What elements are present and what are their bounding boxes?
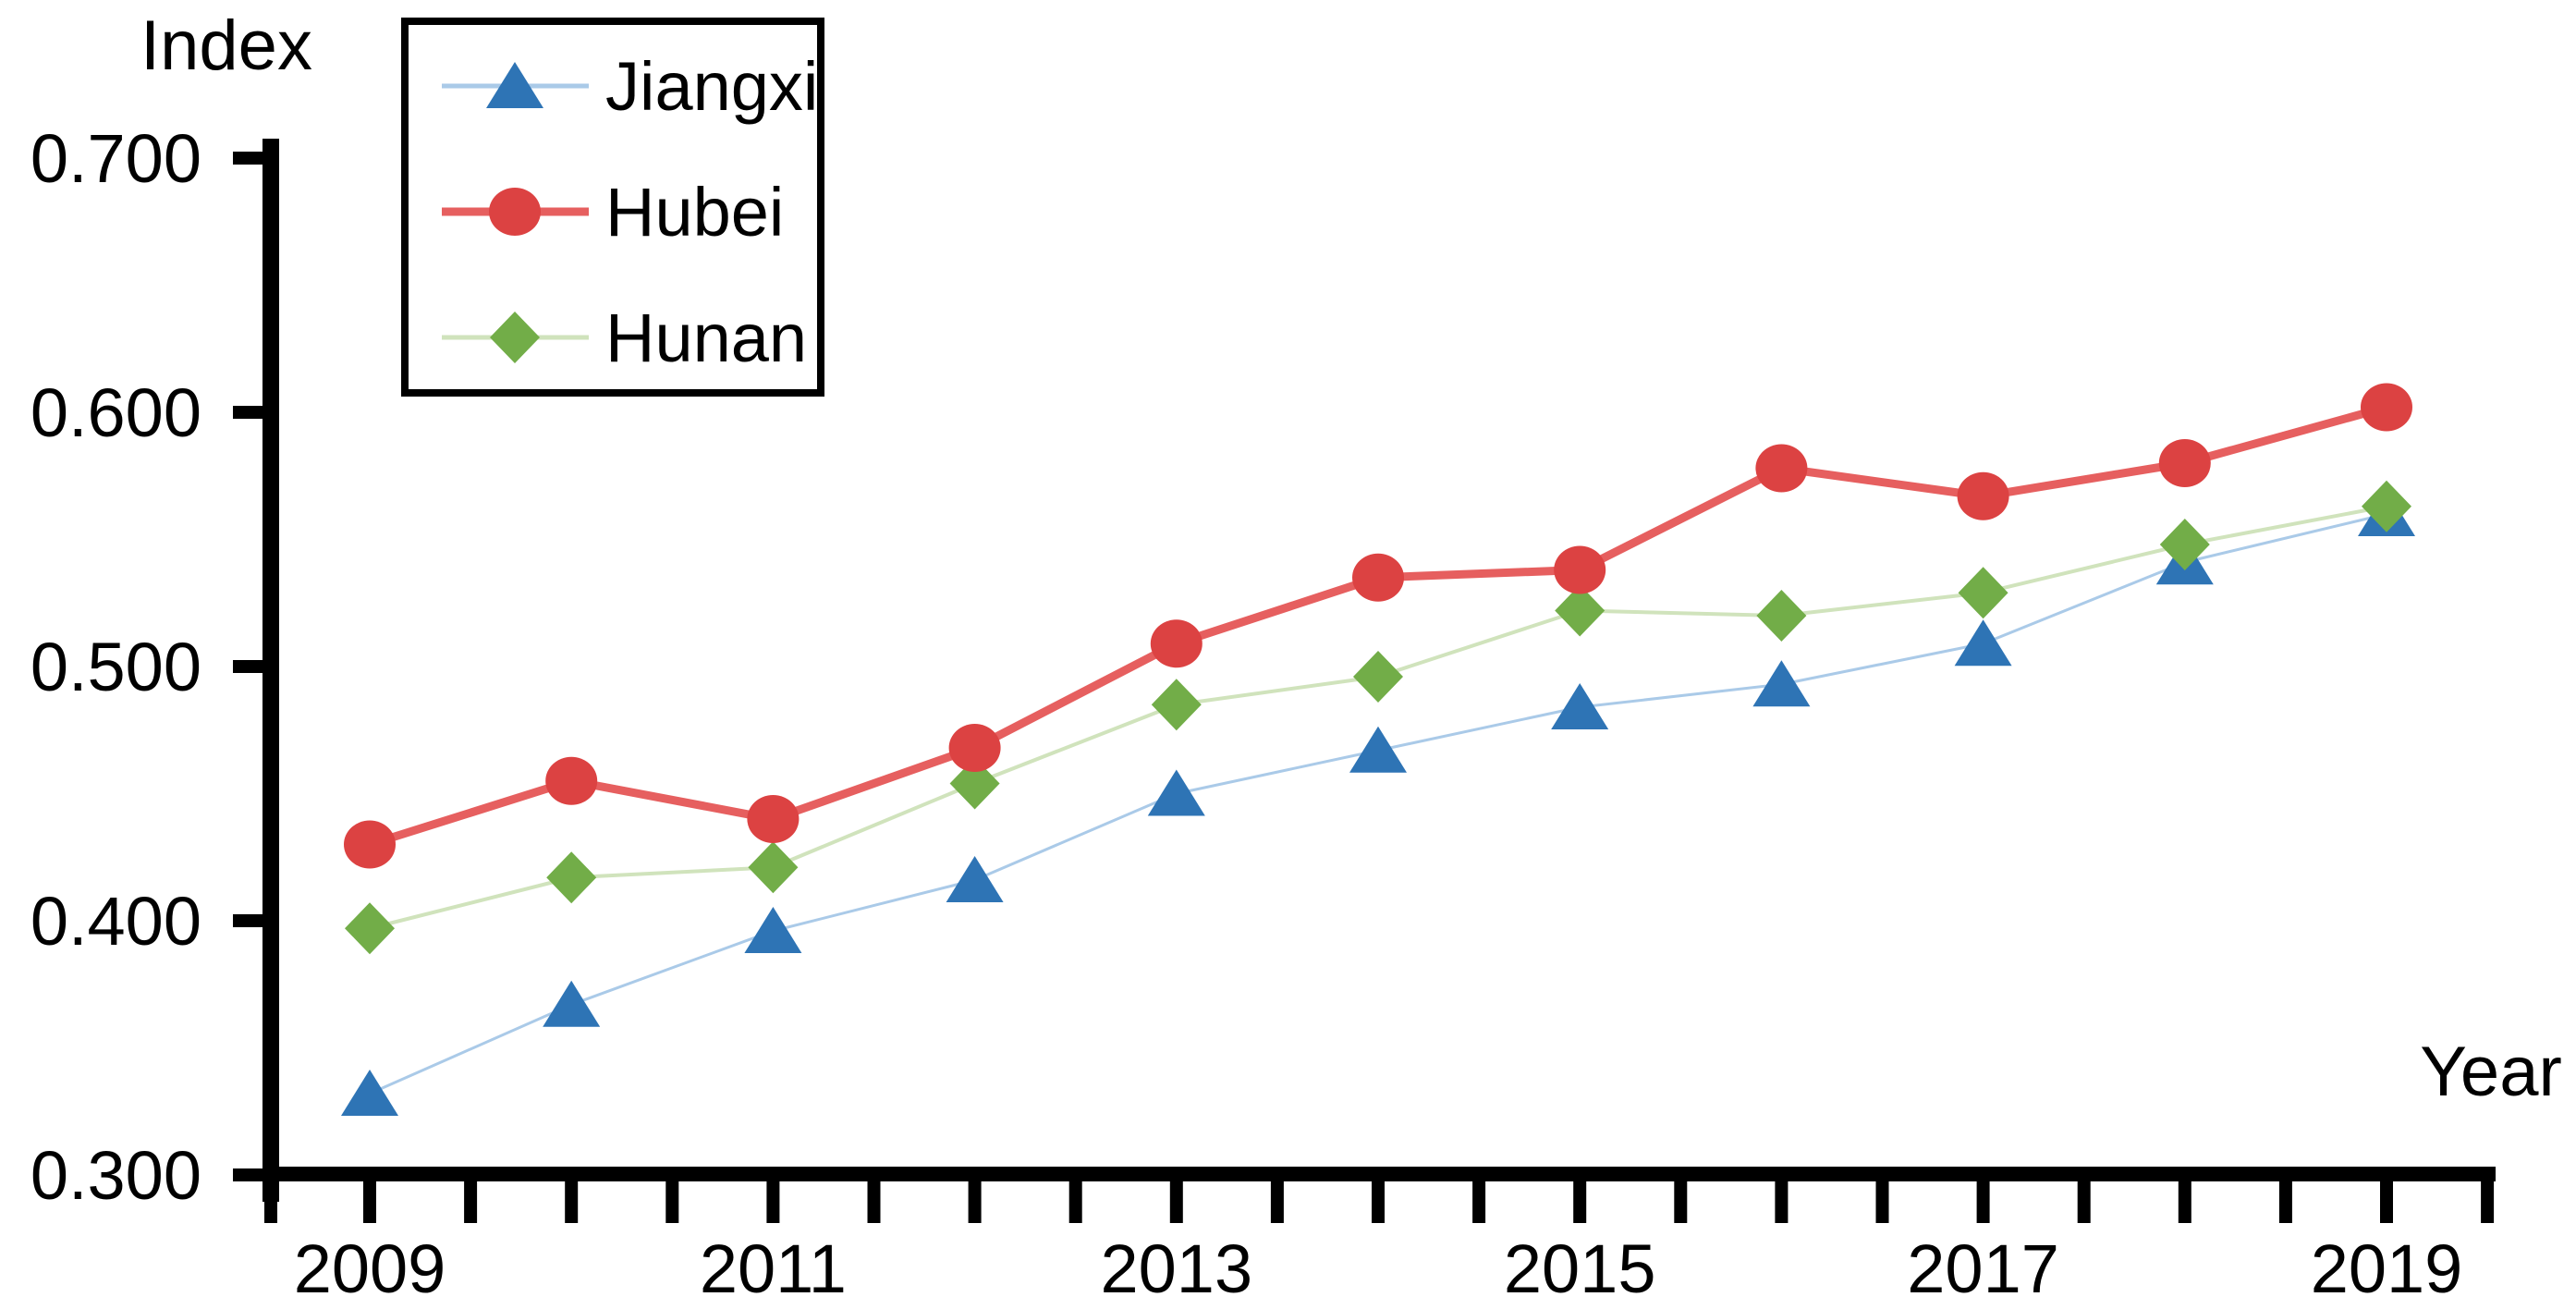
y-axis-tick (233, 406, 262, 419)
x-axis-line (262, 1167, 2496, 1181)
marker-hunan-2015 (1555, 584, 1605, 637)
y-tick-label: 0.700 (31, 120, 201, 197)
marker-jiangxi-2011 (744, 907, 802, 953)
marker-hunan-2010 (546, 851, 597, 904)
marker-jiangxi-2012 (946, 856, 1004, 902)
x-axis-tick (665, 1181, 679, 1223)
series-hunan (345, 480, 2411, 955)
x-tick-label: 2009 (294, 1230, 446, 1307)
legend-item-hunan: Hunan (442, 300, 807, 376)
marker-jiangxi-2010 (543, 980, 601, 1027)
series-line-hubei (368, 403, 2388, 849)
x-axis-tick (1875, 1181, 1889, 1223)
y-axis-line (262, 139, 279, 1202)
marker-hubei-2011 (747, 795, 800, 843)
x-axis-tick (2077, 1181, 2091, 1223)
x-tick-label: 2013 (1100, 1230, 1252, 1307)
x-tick-label: 2019 (2311, 1230, 2463, 1307)
x-axis-tick (2380, 1181, 2393, 1223)
marker-hubei-2010 (545, 756, 598, 805)
x-axis-tick (1573, 1181, 1587, 1223)
x-tick-label: 2017 (1907, 1230, 2059, 1307)
x-axis-tick (2481, 1181, 2495, 1223)
x-axis-tick (1976, 1181, 1990, 1223)
marker-hubei-2017 (1957, 471, 2009, 520)
marker-hunan-2013 (1151, 679, 1202, 731)
x-axis-tick (2178, 1181, 2191, 1223)
x-axis-tick (1372, 1181, 1385, 1223)
marker-hubei-2013 (1150, 619, 1203, 668)
marker-hunan-2018 (2159, 519, 2210, 570)
marker-hunan-2014 (1353, 651, 1403, 703)
legend-marker-hunan (490, 312, 540, 363)
x-axis-tick (1472, 1181, 1486, 1223)
x-axis-tick (464, 1181, 478, 1223)
legend-label-jiangxi: Jiangxi (605, 48, 818, 125)
y-axis-tick (233, 1168, 262, 1181)
marker-hubei-2018 (2158, 439, 2211, 487)
y-tick-label: 0.500 (31, 629, 201, 705)
x-axis-tick (1270, 1181, 1284, 1223)
x-axis-tick (1775, 1181, 1789, 1223)
marker-hubei-2012 (948, 724, 1001, 772)
y-axis-title: Index (140, 6, 312, 85)
axes-layer: 0.300 0.400 0.500 0.600 0.700 2009 2011 2013 201… (31, 120, 2496, 1307)
series-hubei (344, 383, 2412, 869)
marker-hubei-2009 (344, 820, 396, 869)
marker-hubei-2014 (1352, 553, 1404, 602)
x-tick-label: 2015 (1504, 1230, 1656, 1307)
legend-item-hubei: Hubei (442, 174, 784, 251)
x-axis-tick (766, 1181, 780, 1223)
y-tick-label: 0.300 (31, 1137, 201, 1214)
x-axis-tick (1674, 1181, 1688, 1223)
legend-marker-jiangxi (486, 62, 543, 108)
marker-hunan-2012 (949, 757, 1000, 810)
x-axis-tick (2278, 1181, 2292, 1223)
marker-jiangxi-2013 (1147, 769, 1205, 816)
marker-hunan-2011 (748, 841, 799, 894)
x-axis-title: Year (2420, 1033, 2562, 1111)
legend-label-hubei: Hubei (605, 174, 784, 251)
marker-hunan-2017 (1958, 567, 2008, 619)
x-axis-tick (565, 1181, 579, 1223)
x-axis-tick (1068, 1181, 1082, 1223)
legend-item-jiangxi: Jiangxi (442, 48, 818, 125)
y-tick-label: 0.400 (31, 883, 201, 960)
marker-hubei-2016 (1755, 444, 1808, 493)
series-layer (341, 383, 2415, 1116)
y-axis-tick (233, 660, 262, 673)
marker-hubei-2015 (1554, 545, 1606, 594)
marker-hunan-2009 (345, 902, 395, 955)
x-axis-tick (264, 1181, 277, 1223)
y-axis-tick (233, 914, 262, 927)
y-tick-label: 0.600 (31, 374, 201, 451)
x-axis-tick (968, 1181, 982, 1223)
y-axis-tick (233, 152, 262, 165)
x-axis-tick (363, 1181, 376, 1223)
marker-jiangxi-2009 (341, 1070, 398, 1116)
legend-label-hunan: Hunan (605, 300, 807, 376)
marker-hunan-2016 (1756, 590, 1807, 642)
legend-box (401, 18, 824, 397)
x-tick-label: 2011 (700, 1230, 847, 1307)
legend-marker-hubei (489, 188, 541, 236)
marker-jiangxi-2014 (1349, 726, 1407, 773)
marker-jiangxi-2015 (1551, 683, 1609, 729)
x-axis-tick (867, 1181, 881, 1223)
marker-jiangxi-2017 (1954, 619, 2012, 667)
marker-jiangxi-2016 (1752, 660, 1811, 707)
x-axis-tick (1169, 1181, 1183, 1223)
marker-hubei-2019 (2361, 383, 2412, 432)
marker-hunan-2019 (2362, 480, 2411, 532)
legend-layer: Jiangxi Hubei Hunan (401, 18, 824, 397)
